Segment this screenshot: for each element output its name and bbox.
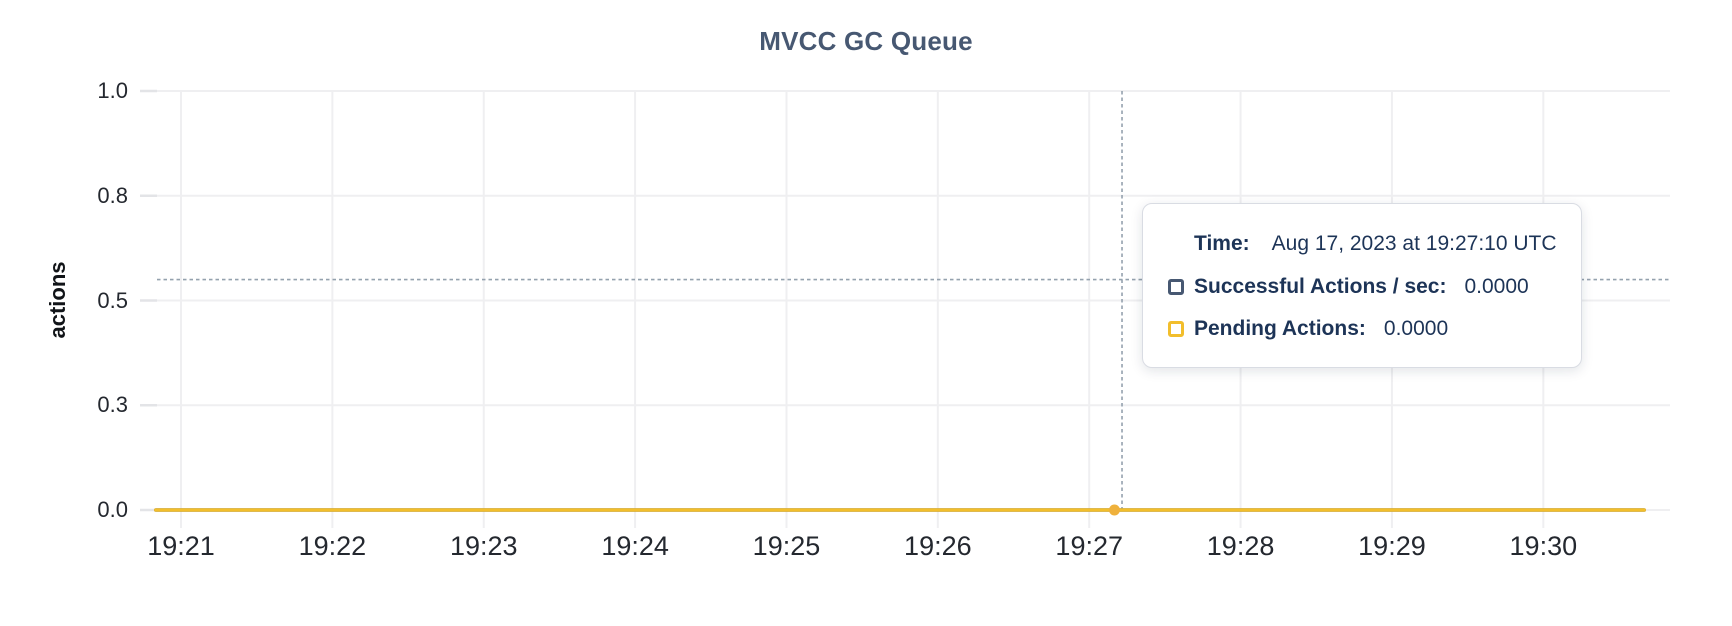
chart-tooltip: Time: Aug 17, 2023 at 19:27:10 UTC Succe…: [1142, 203, 1582, 368]
x-tick-label: 19:23: [449, 531, 518, 561]
tooltip-time-row: Time: Aug 17, 2023 at 19:27:10 UTC: [1194, 231, 1581, 257]
x-tick-label: 19:22: [298, 531, 367, 561]
tooltip-series-label: Pending Actions:: [1194, 317, 1366, 340]
tooltip-series-row: Pending Actions: 0.0000: [1168, 316, 1581, 342]
tooltip-series-value: 0.0000: [1464, 275, 1529, 298]
x-tick-label: 19:27: [1055, 531, 1123, 561]
tooltip-series-label: Successful Actions / sec:: [1194, 275, 1447, 298]
x-tick-label: 19:25: [752, 531, 821, 561]
tooltip-time-label: Time:: [1194, 232, 1250, 255]
hover-point-dot: [1108, 504, 1120, 516]
y-tick-label: 0.5: [97, 287, 128, 313]
x-tick-label: 19:29: [1358, 531, 1426, 561]
tooltip-time-value: Aug 17, 2023 at 19:27:10 UTC: [1271, 232, 1557, 255]
y-tick-label: 0.8: [97, 182, 128, 208]
pending-actions-swatch-icon: [1168, 321, 1184, 337]
tooltip-series-value: 0.0000: [1383, 317, 1449, 340]
x-tick-label: 19:30: [1509, 531, 1578, 561]
y-tick-label: 0.3: [97, 392, 128, 418]
y-tick-label: 0.0: [97, 497, 128, 522]
x-tick-label: 19:26: [904, 531, 972, 561]
x-tick-label: 19:24: [601, 531, 669, 561]
x-tick-label: 19:28: [1206, 531, 1275, 561]
successful-actions-swatch-icon: [1168, 279, 1184, 295]
tooltip-series-row: Successful Actions / sec: 0.0000: [1168, 274, 1581, 300]
y-tick-label: 1.0: [97, 78, 128, 103]
x-tick-label: 19:21: [147, 531, 215, 561]
chart-title: MVCC GC Queue: [759, 26, 973, 56]
